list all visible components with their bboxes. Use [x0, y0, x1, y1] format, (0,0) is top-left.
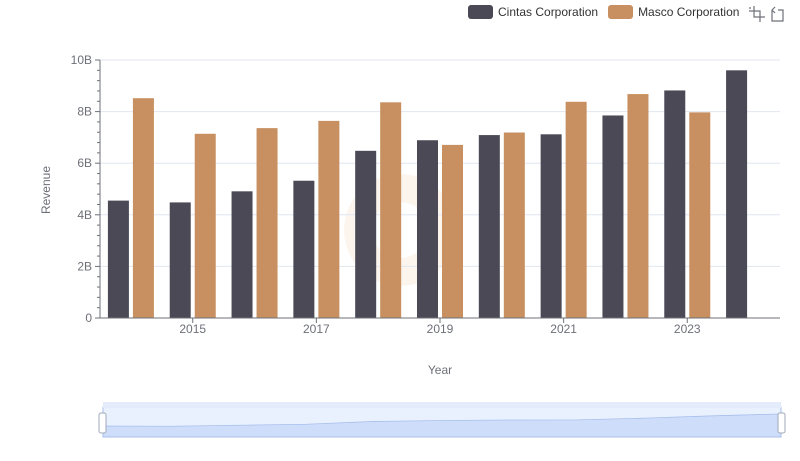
bar-cintas-2021[interactable]	[540, 134, 562, 318]
bar-cintas-2015[interactable]	[169, 202, 191, 318]
bar-cintas-2023[interactable]	[664, 90, 686, 318]
toolbox	[746, 5, 786, 23]
bar-cintas-2017[interactable]	[293, 180, 315, 318]
zoom-handle-left[interactable]	[98, 412, 107, 434]
legend-item-cintas[interactable]: Cintas Corporation	[468, 5, 598, 19]
x-tick-label: 2021	[550, 322, 577, 336]
zoom-reset-icon[interactable]	[768, 5, 786, 23]
legend-label-masco: Masco Corporation	[638, 5, 740, 19]
bar-masco-2015[interactable]	[194, 133, 216, 318]
legend-swatch-cintas	[468, 5, 493, 19]
legend-swatch-masco	[608, 5, 634, 19]
x-tick-label: 2015	[179, 322, 206, 336]
y-tick-label: 0	[85, 311, 92, 325]
bar-masco-2016[interactable]	[256, 128, 278, 318]
legend-label-cintas: Cintas Corporation	[498, 5, 599, 19]
zoom-selection[interactable]	[102, 406, 782, 438]
bar-cintas-2022[interactable]	[602, 115, 624, 318]
bar-cintas-2014[interactable]	[107, 200, 129, 318]
y-tick-label: 4B	[77, 208, 92, 222]
bars	[107, 70, 748, 319]
bar-cintas-2018[interactable]	[355, 150, 377, 318]
y-tick-label: 2B	[77, 259, 92, 273]
x-tick-label: 2023	[674, 322, 701, 336]
zoom-icon[interactable]	[748, 5, 766, 23]
legend: Cintas Corporation Masco Corporation	[468, 3, 749, 21]
bar-masco-2020[interactable]	[503, 132, 525, 318]
bar-masco-2021[interactable]	[565, 101, 587, 319]
bar-masco-2023[interactable]	[689, 112, 711, 319]
zoom-handle-right[interactable]	[777, 412, 786, 434]
y-axis-title: Revenue	[39, 166, 53, 214]
bar-masco-2022[interactable]	[627, 94, 649, 318]
zoom-move-bar[interactable]	[103, 402, 781, 408]
axes: 0 2B 4B 6B 8B 10B 2015 2017 2019 2021 2023	[71, 53, 780, 336]
bar-cintas-2016[interactable]	[231, 191, 253, 318]
x-tick-label: 2017	[303, 322, 330, 336]
x-tick-label: 2019	[427, 322, 454, 336]
bar-masco-2017[interactable]	[318, 120, 340, 318]
bar-cintas-2020[interactable]	[478, 135, 500, 318]
y-tick-label: 10B	[71, 53, 92, 67]
y-tick-label: 6B	[77, 156, 92, 170]
x-axis-title: Year	[428, 363, 452, 377]
legend-item-masco[interactable]: Masco Corporation	[608, 5, 739, 19]
bar-masco-2019[interactable]	[442, 144, 463, 318]
bar-masco-2018[interactable]	[380, 102, 402, 318]
bar-masco-2014[interactable]	[132, 98, 154, 319]
data-zoom-slider[interactable]	[98, 402, 786, 438]
y-tick-label: 8B	[77, 105, 92, 119]
bar-cintas-2024[interactable]	[726, 70, 748, 318]
bar-cintas-2019[interactable]	[417, 140, 438, 318]
